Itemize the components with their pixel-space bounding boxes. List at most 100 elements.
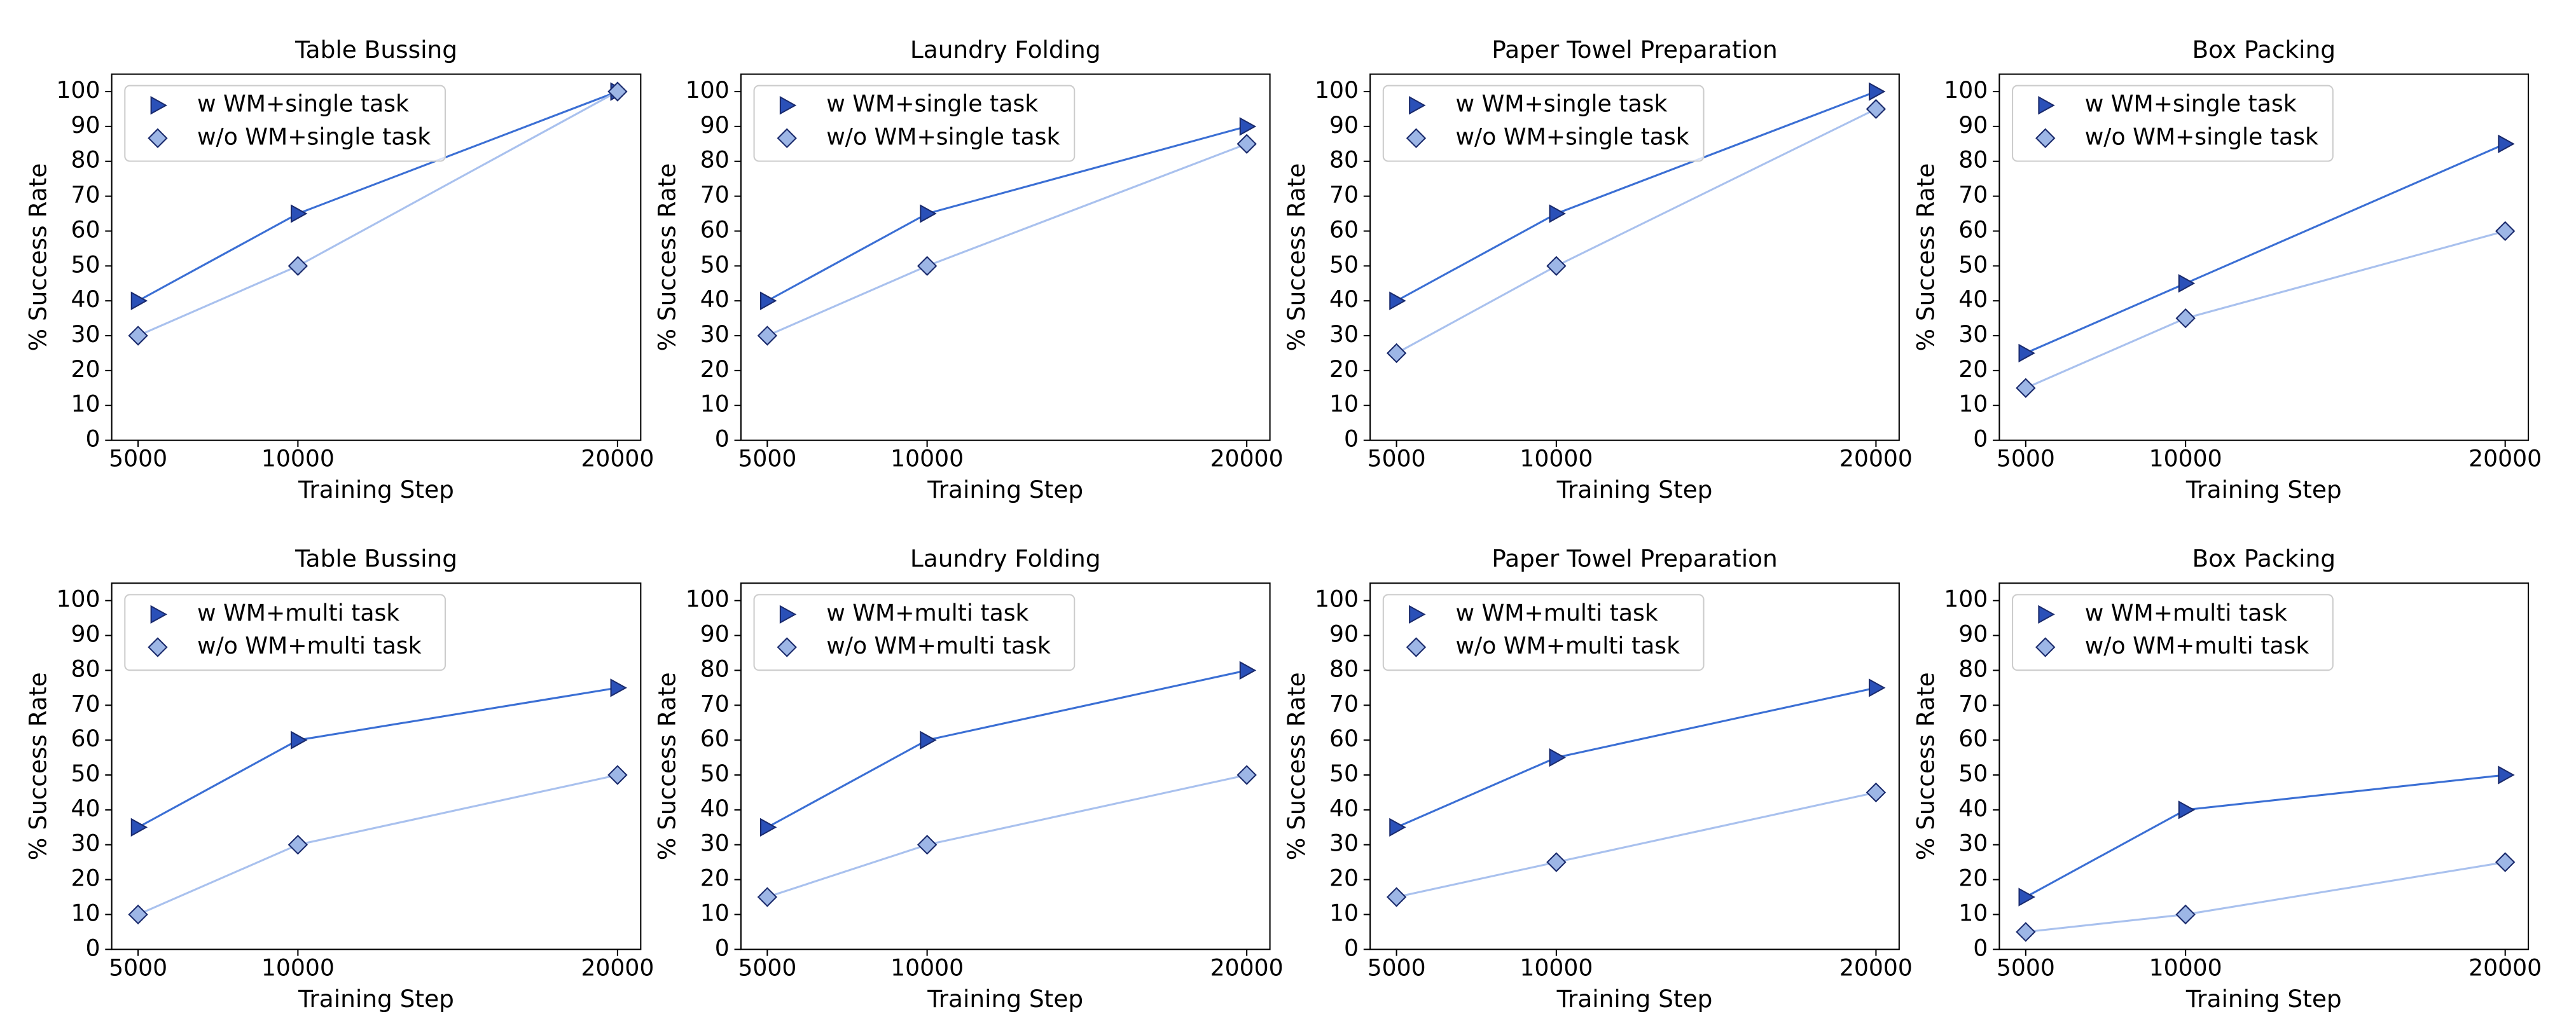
y-tick-label: 40 bbox=[71, 795, 100, 822]
y-tick-label: 90 bbox=[700, 620, 730, 648]
x-tick-label: 5000 bbox=[738, 445, 796, 472]
y-tick-label: 70 bbox=[700, 690, 730, 717]
y-tick-label: 0 bbox=[715, 425, 730, 453]
plot-frame bbox=[111, 582, 642, 950]
plot-frame bbox=[740, 582, 1271, 950]
x-tick-label: 20000 bbox=[1210, 954, 1284, 981]
series-line bbox=[766, 142, 1247, 337]
marker bbox=[2495, 852, 2516, 872]
y-tick-label: 40 bbox=[700, 285, 730, 313]
x-tick-label: 10000 bbox=[2149, 445, 2222, 472]
y-tick-label: 20 bbox=[700, 355, 730, 383]
x-tick-label: 10000 bbox=[890, 445, 964, 472]
y-tick-label: 60 bbox=[1958, 725, 1988, 752]
marker bbox=[1869, 82, 1886, 101]
plot-frame bbox=[1998, 582, 2530, 950]
y-tick-label: 20 bbox=[71, 355, 100, 383]
y-tick-label: 100 bbox=[57, 76, 100, 104]
y-axis-label: % Success Rate bbox=[1282, 672, 1310, 860]
legend-marker bbox=[1406, 128, 1427, 149]
marker bbox=[917, 256, 938, 276]
marker bbox=[1546, 852, 1567, 872]
subplot-title: Table Bussing bbox=[294, 36, 457, 64]
y-tick-label: 90 bbox=[71, 620, 100, 648]
x-tick-label: 10000 bbox=[890, 954, 964, 981]
legend-label: w WM+single task bbox=[826, 90, 1038, 118]
marker bbox=[1549, 204, 1566, 223]
legend-box bbox=[124, 594, 447, 671]
x-axis-label: Training Step bbox=[927, 985, 1083, 1013]
y-tick-label: 100 bbox=[686, 76, 730, 104]
y-tick-label: 70 bbox=[1329, 181, 1359, 209]
x-tick-label: 10000 bbox=[261, 445, 335, 472]
x-tick-label: 20000 bbox=[2469, 954, 2542, 981]
x-tick-label: 5000 bbox=[109, 445, 167, 472]
legend-marker bbox=[148, 637, 168, 657]
x-tick-label: 5000 bbox=[109, 954, 167, 981]
y-tick-label: 80 bbox=[700, 655, 730, 682]
marker bbox=[1386, 343, 1407, 364]
y-tick-label: 80 bbox=[1329, 146, 1359, 174]
y-tick-label: 100 bbox=[686, 586, 730, 613]
marker bbox=[1549, 748, 1566, 767]
y-tick-label: 50 bbox=[1329, 250, 1359, 278]
y-tick-label: 70 bbox=[1958, 181, 1988, 209]
series-line bbox=[1395, 687, 1876, 828]
y-tick-label: 50 bbox=[1329, 760, 1359, 787]
marker bbox=[130, 818, 148, 837]
y-tick-label: 10 bbox=[71, 899, 100, 926]
y-tick-label: 0 bbox=[1973, 425, 1988, 453]
legend-label: w/o WM+single task bbox=[826, 123, 1060, 150]
legend-marker bbox=[2038, 96, 2055, 115]
subplot-title: Laundry Folding bbox=[910, 545, 1101, 573]
marker bbox=[1866, 99, 1887, 120]
y-tick-label: 40 bbox=[1958, 285, 1988, 313]
y-axis-label: % Success Rate bbox=[653, 672, 681, 860]
legend-marker bbox=[779, 96, 797, 115]
y-tick-label: 70 bbox=[71, 690, 100, 717]
y-tick-label: 60 bbox=[700, 725, 730, 752]
y-tick-label: 10 bbox=[1958, 390, 1988, 418]
y-tick-label: 30 bbox=[1329, 830, 1359, 857]
marker bbox=[287, 835, 308, 855]
y-axis-label: % Success Rate bbox=[24, 672, 52, 860]
x-axis-label: Training Step bbox=[298, 985, 454, 1013]
legend-marker bbox=[779, 605, 797, 624]
y-tick-label: 0 bbox=[1344, 934, 1359, 961]
y-tick-label: 0 bbox=[715, 934, 730, 961]
series-line bbox=[137, 687, 618, 828]
legend-marker bbox=[1406, 637, 1427, 657]
y-tick-label: 80 bbox=[700, 146, 730, 174]
y-tick-label: 0 bbox=[86, 425, 100, 453]
marker bbox=[1389, 818, 1406, 837]
y-tick-label: 100 bbox=[57, 586, 100, 613]
subplot: Table Bussing Training Step % Success Rate… bbox=[24, 545, 654, 1013]
y-tick-label: 60 bbox=[1329, 725, 1359, 752]
marker bbox=[610, 678, 627, 697]
legend-label: w WM+multi task bbox=[2085, 599, 2287, 626]
x-axis-label: Training Step bbox=[1556, 985, 1713, 1013]
marker bbox=[1869, 678, 1886, 697]
y-axis-label: % Success Rate bbox=[24, 163, 52, 352]
marker bbox=[2175, 308, 2196, 329]
legend-label: w WM+single task bbox=[197, 90, 409, 118]
x-tick-label: 20000 bbox=[581, 445, 654, 472]
y-tick-label: 40 bbox=[1329, 795, 1359, 822]
x-tick-label: 20000 bbox=[2469, 445, 2542, 472]
y-tick-label: 20 bbox=[1329, 355, 1359, 383]
x-axis-label: Training Step bbox=[2185, 985, 2342, 1013]
legend-box bbox=[753, 594, 1076, 671]
plot-frame bbox=[111, 73, 642, 441]
marker bbox=[920, 204, 937, 223]
x-tick-label: 5000 bbox=[1368, 445, 1426, 472]
marker bbox=[2016, 378, 2036, 398]
y-tick-label: 30 bbox=[71, 830, 100, 857]
subplot: Box Packing Training Step % Success Rate 0 1… bbox=[1911, 36, 2542, 504]
marker bbox=[607, 81, 628, 102]
marker bbox=[757, 887, 778, 907]
y-tick-label: 50 bbox=[1958, 250, 1988, 278]
marker bbox=[1239, 117, 1257, 136]
y-tick-label: 80 bbox=[1958, 655, 1988, 682]
